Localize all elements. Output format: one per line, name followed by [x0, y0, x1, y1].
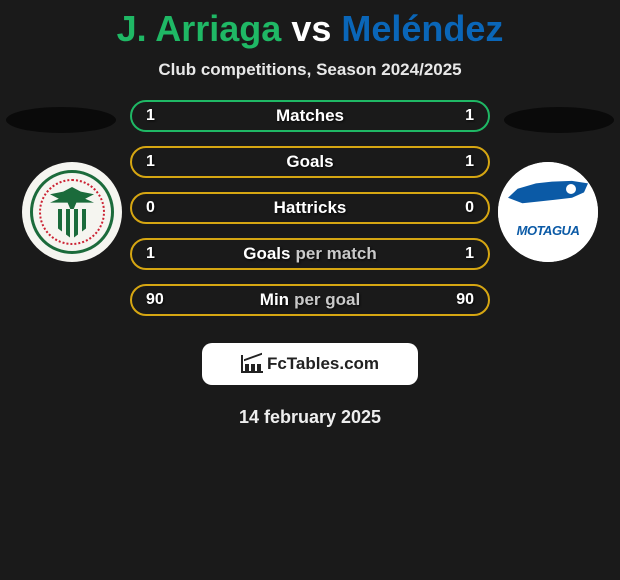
stat-label-primary: Matches	[276, 106, 344, 126]
stat-value-right: 1	[465, 245, 474, 263]
stat-label-primary: Goals	[243, 244, 290, 264]
title-player1: J. Arriaga	[117, 8, 282, 49]
stat-label: Hattricks	[274, 198, 347, 218]
stat-label: Goals	[286, 152, 333, 172]
marathon-shield-icon	[58, 209, 86, 239]
stat-label-primary: Goals	[286, 152, 333, 172]
stat-label-secondary: per match	[296, 244, 377, 264]
stat-row: 90 Minper goal 90	[130, 284, 490, 316]
stat-label-primary: Hattricks	[274, 198, 347, 218]
title-vs: vs	[291, 8, 331, 49]
stat-value-right: 1	[465, 153, 474, 171]
stat-value-left: 1	[146, 107, 155, 125]
stat-value-right: 1	[465, 107, 474, 125]
stat-label-primary: Min	[260, 290, 289, 310]
player-shadow-right	[504, 107, 614, 133]
title-player2: Meléndez	[341, 8, 503, 49]
stat-label: Matches	[276, 106, 344, 126]
stat-value-left: 0	[146, 199, 155, 217]
club-badge-left	[22, 162, 122, 262]
club-badge-right: MOTAGUA	[498, 162, 598, 262]
date-text: 14 february 2025	[0, 407, 620, 428]
stat-label: Minper goal	[260, 290, 360, 310]
motagua-crest-icon: MOTAGUA	[498, 162, 598, 262]
stat-value-left: 1	[146, 153, 155, 171]
stat-row: 1 Goals 1	[130, 146, 490, 178]
comparison-body: MOTAGUA 1Matches11Goals10Hattricks01Goal…	[0, 110, 620, 335]
stat-value-left: 1	[146, 245, 155, 263]
stat-value-left: 90	[146, 291, 164, 309]
brand-text: FcTables.com	[267, 354, 379, 374]
motagua-eagle-eye-icon	[566, 184, 576, 194]
brand-chart-icon	[241, 355, 263, 373]
stat-row: 1 Matches 1	[130, 100, 490, 132]
stat-label-secondary: per goal	[294, 290, 360, 310]
stat-label: Goals per match	[243, 244, 377, 264]
motagua-eagle-icon	[508, 178, 588, 214]
stats-column: 1 Matches 1 1 Goals 1 0 Hattricks 0 1 Goals per mat…	[130, 100, 490, 330]
subtitle: Club competitions, Season 2024/2025	[0, 60, 620, 80]
stat-row: 0 Hattricks 0	[130, 192, 490, 224]
motagua-wordmark: MOTAGUA	[498, 223, 598, 238]
player-shadow-left	[6, 107, 116, 133]
stat-value-right: 0	[465, 199, 474, 217]
stat-value-right: 90	[456, 291, 474, 309]
brand-pill[interactable]: FcTables.com	[202, 343, 418, 385]
marathon-crest-icon	[30, 170, 114, 254]
infographic-card: J. Arriaga vs Meléndez Club competitions…	[0, 0, 620, 428]
page-title: J. Arriaga vs Meléndez	[0, 0, 620, 50]
stat-row: 1 Goals per match 1	[130, 238, 490, 270]
